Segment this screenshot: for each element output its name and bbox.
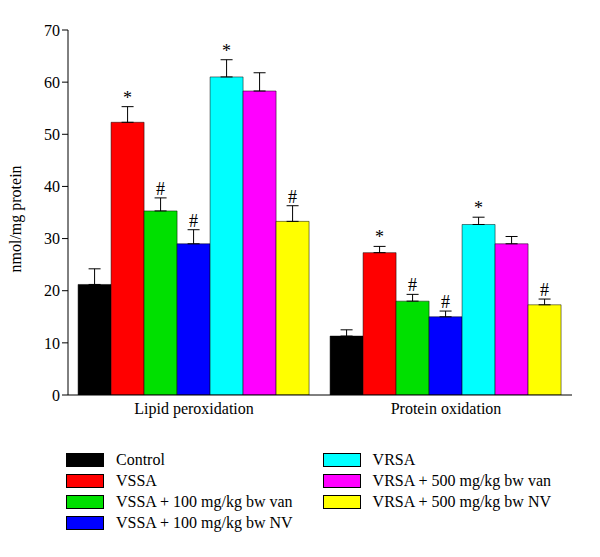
svg-text:#: # (441, 292, 450, 312)
svg-text:Lipid peroxidation: Lipid peroxidation (134, 400, 254, 418)
html-text:VSSA + 100 mg/kg bw van: VSSA + 100 mg/kg bw van (116, 492, 293, 510)
svg-text:Protein oxidation: Protein oxidation (391, 400, 502, 417)
svg-text:0: 0 (52, 387, 60, 404)
html-text:VSSA + 100 mg/kg bw NV: VSSA + 100 mg/kg bw NV (116, 513, 293, 531)
svg-text:#: # (156, 179, 165, 199)
svg-text:60: 60 (44, 74, 60, 91)
html-text:VSSA: VSSA (116, 471, 157, 489)
svg-text:#: # (189, 211, 198, 231)
svg-text:10: 10 (44, 335, 60, 352)
html-text:Control: Control (116, 450, 165, 468)
svg-text:30: 30 (44, 230, 60, 247)
svg-text:#: # (408, 275, 417, 295)
svg-text:nmol/mg protein: nmol/mg protein (8, 165, 25, 272)
html-text:VRSA: VRSA (372, 450, 416, 468)
svg-text:#: # (540, 280, 549, 300)
svg-text:40: 40 (44, 178, 60, 195)
svg-text:*: * (375, 227, 384, 247)
svg-text:*: * (222, 41, 231, 61)
svg-text:20: 20 (44, 282, 60, 299)
svg-text:#: # (288, 187, 297, 207)
svg-text:70: 70 (44, 22, 60, 39)
svg-text:*: * (474, 198, 483, 218)
svg-text:50: 50 (44, 126, 60, 143)
html-text:VRSA + 500 mg/kg bw van: VRSA + 500 mg/kg bw van (372, 471, 551, 489)
svg-text:*: * (123, 88, 132, 108)
html-text:VRSA + 500 mg/kg bw NV: VRSA + 500 mg/kg bw NV (372, 492, 551, 510)
